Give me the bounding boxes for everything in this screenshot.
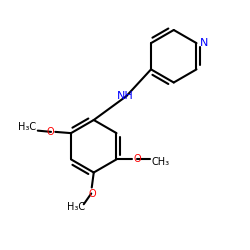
- Text: H₃C: H₃C: [18, 122, 36, 132]
- Text: NH: NH: [116, 91, 134, 101]
- Text: O: O: [133, 154, 141, 164]
- Text: O: O: [47, 127, 54, 137]
- Text: CH₃: CH₃: [152, 158, 170, 168]
- Text: N: N: [200, 38, 208, 48]
- Text: H₃C: H₃C: [67, 202, 85, 212]
- Text: O: O: [88, 189, 96, 199]
